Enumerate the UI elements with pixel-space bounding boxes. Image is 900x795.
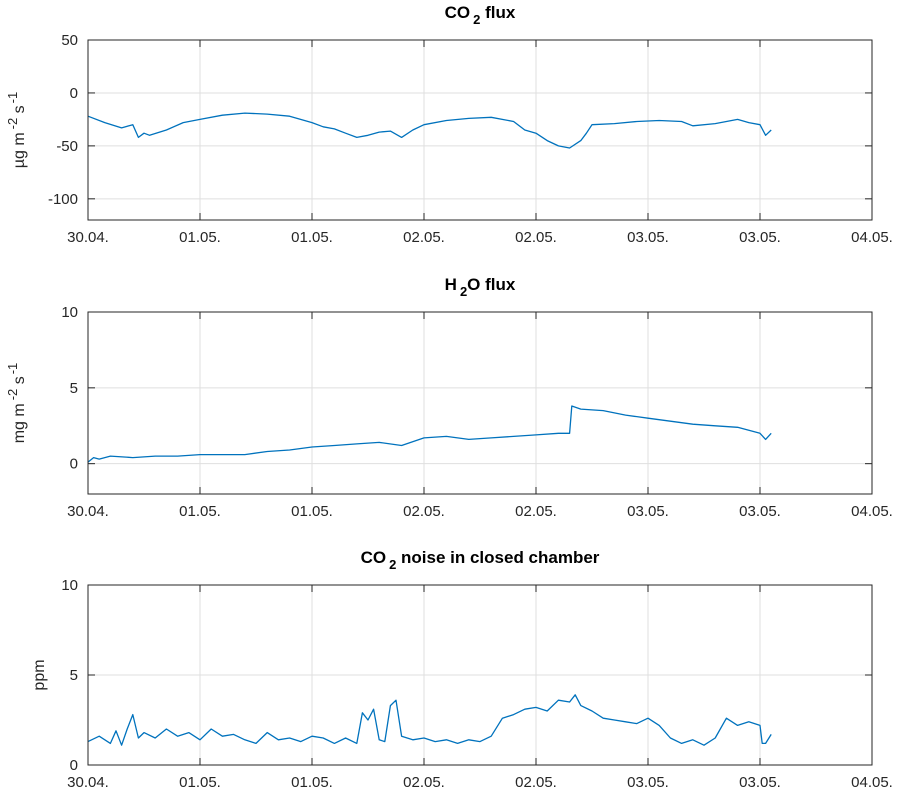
co2-noise-title-main: CO: [361, 548, 387, 567]
h2o-flux-ylabel-main: mg m: [11, 403, 28, 443]
co2-flux-ytick-label-2: 0: [70, 85, 78, 102]
h2o-flux-axes-box: [87, 311, 873, 495]
co2-flux-title-sub: 2: [473, 12, 480, 27]
h2o-flux-title: H 2O flux: [445, 275, 516, 299]
h2o-flux-xtick-label-6: 03.05.: [739, 503, 781, 520]
h2o-flux-title-rest: O flux: [467, 275, 516, 294]
h2o-flux-ytick-label-2: 10: [61, 304, 78, 321]
co2-flux-xtick-label-1: 01.05.: [179, 229, 221, 246]
co2-flux-xtick-label-5: 03.05.: [627, 229, 669, 246]
co2-noise-ylabel: ppm: [31, 659, 48, 690]
co2-flux-ytick-label-1: -50: [56, 138, 78, 155]
co2-noise-xtick-label-0: 30.04.: [67, 774, 109, 791]
h2o-flux-panel: 30.04. 01.05. 01.05. 02.05. 02.05. 03.05. 03.0…: [5, 275, 893, 520]
co2-flux-xtick-label-7: 04.05.: [851, 229, 893, 246]
co2-noise-ytick-label-2: 10: [61, 577, 78, 594]
co2-flux-xtick-label-2: 01.05.: [291, 229, 333, 246]
co2-noise-ylabel-main: ppm: [31, 659, 48, 690]
co2-flux-series-line: [87, 112, 772, 149]
h2o-flux-ylabel-mid: s: [11, 376, 28, 388]
co2-flux-ylabel: µg m -2 s-1: [5, 92, 28, 168]
h2o-flux-title-main: H: [445, 275, 457, 294]
co2-noise-ytick-label-1: 5: [70, 667, 78, 684]
co2-noise-panel: 30.04. 01.05. 01.05. 02.05. 02.05. 03.05. 03.0…: [31, 548, 893, 791]
co2-flux-title: CO 2 flux: [445, 3, 516, 27]
co2-noise-ytick-label-0: 0: [70, 757, 78, 774]
h2o-flux-xtick-label-0: 30.04.: [67, 503, 109, 520]
co2-noise-xtick-label-3: 02.05.: [403, 774, 445, 791]
co2-flux-ytick-label-3: 50: [61, 32, 78, 49]
co2-noise-xtick-label-2: 01.05.: [291, 774, 333, 791]
co2-flux-ylabel-sup2: -1: [5, 92, 20, 104]
h2o-flux-xtick-label-5: 03.05.: [627, 503, 669, 520]
co2-flux-ylabel-mid: s: [11, 105, 28, 117]
co2-flux-xtick-label-4: 02.05.: [515, 229, 557, 246]
co2-noise-xtick-label-4: 02.05.: [515, 774, 557, 791]
h2o-flux-ytick-label-1: 5: [70, 380, 78, 397]
co2-flux-xtick-label-6: 03.05.: [739, 229, 781, 246]
h2o-flux-ytick-label-0: 0: [70, 456, 78, 473]
co2-noise-series-line: [87, 694, 772, 746]
co2-noise-xtick-label-6: 03.05.: [739, 774, 781, 791]
h2o-flux-xtick-label-3: 02.05.: [403, 503, 445, 520]
co2-noise-xtick-label-1: 01.05.: [179, 774, 221, 791]
h2o-flux-ylabel: mg m -2 s-1: [5, 363, 28, 444]
h2o-flux-xtick-label-7: 04.05.: [851, 503, 893, 520]
co2-flux-ytick-label-0: -100: [48, 191, 78, 208]
h2o-flux-xtick-label-2: 01.05.: [291, 503, 333, 520]
h2o-flux-ylabel-sup1: -2: [5, 389, 20, 401]
co2-noise-xtick-label-7: 04.05.: [851, 774, 893, 791]
co2-flux-ylabel-sup1: -2: [5, 118, 20, 130]
co2-flux-ylabel-main: µg m: [11, 132, 28, 168]
co2-noise-title: CO 2 noise in closed chamber: [361, 548, 600, 572]
h2o-flux-xtick-label-1: 01.05.: [179, 503, 221, 520]
co2-flux-xtick-label-0: 30.04.: [67, 229, 109, 246]
co2-noise-xtick-label-5: 03.05.: [627, 774, 669, 791]
co2-flux-panel: 30.04. 01.05. 01.05. 02.05. 02.05. 03.05. 03.0…: [5, 3, 893, 246]
co2-flux-xtick-label-3: 02.05.: [403, 229, 445, 246]
co2-flux-axes-box: [87, 39, 873, 221]
h2o-flux-title-sub: 2: [460, 284, 467, 299]
h2o-flux-ylabel-sup2: -1: [5, 363, 20, 375]
co2-flux-title-main: CO: [445, 3, 471, 22]
co2-noise-title-rest: noise in closed chamber: [396, 548, 600, 567]
co2-noise-title-sub: 2: [389, 557, 396, 572]
h2o-flux-series-line: [87, 405, 772, 463]
co2-flux-title-rest: flux: [480, 3, 515, 22]
h2o-flux-xtick-label-4: 02.05.: [515, 503, 557, 520]
